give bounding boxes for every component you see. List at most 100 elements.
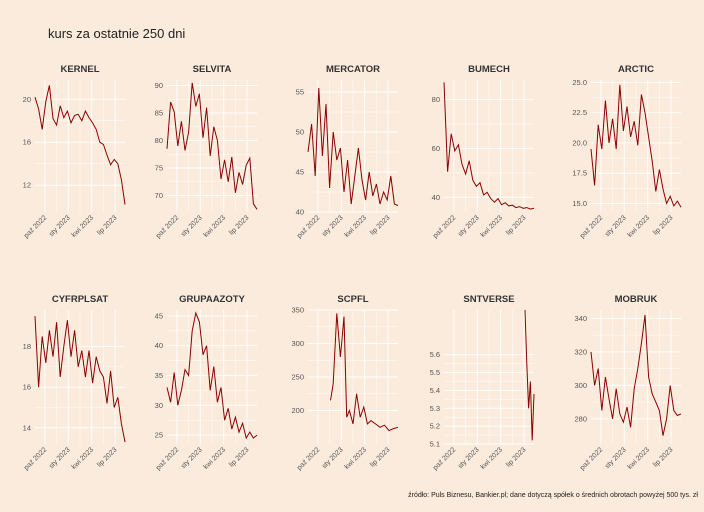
y-tick-label: 17.5 [572, 169, 587, 178]
panel-title: BUMECH [468, 64, 510, 75]
panel-title: MERCATOR [326, 64, 380, 75]
x-tick-label: sty 2023 [180, 214, 204, 238]
x-tick-label: lip 2023 [505, 214, 527, 236]
x-tick-label: paź 2022 [23, 446, 48, 471]
x-tick-label: kwi 2023 [627, 214, 652, 239]
x-tick-label: sty 2023 [48, 446, 72, 470]
x-tick-label: sty 2023 [321, 214, 345, 238]
y-tick-label: 250 [291, 373, 304, 382]
y-tick-label: 15.0 [572, 199, 587, 208]
x-tick-label: kwi 2023 [480, 214, 505, 239]
y-tick-label: 350 [291, 306, 304, 315]
y-tick-label: 16 [23, 383, 31, 392]
y-tick-label: 14 [23, 423, 31, 432]
series-line [34, 316, 126, 443]
panel-title: GRUPAAZOTY [179, 294, 245, 305]
y-tick-label: 45 [296, 168, 304, 177]
y-tick-label: 320 [574, 347, 587, 356]
series-line [524, 309, 535, 441]
x-tick-label: paź 2022 [432, 214, 457, 239]
panel-title: SCPFL [337, 294, 368, 305]
y-tick-label: 5.1 [430, 440, 440, 449]
series-line [307, 87, 399, 207]
y-tick-label: 5.5 [430, 368, 440, 377]
y-tick-label: 5.4 [430, 386, 440, 395]
y-tick-label: 80 [155, 136, 163, 145]
y-tick-label: 5.2 [430, 422, 440, 431]
series-line [330, 313, 399, 432]
source-caption: źródło: Puls Biznesu, Bankier.pl; dane d… [408, 492, 698, 499]
y-tick-label: 340 [574, 314, 587, 323]
y-tick-label: 60 [432, 144, 440, 153]
y-tick-label: 25.0 [572, 78, 587, 87]
panel-title: KERNEL [60, 64, 99, 75]
x-tick-label: sty 2023 [180, 446, 204, 470]
x-tick-label: kwi 2023 [344, 214, 369, 239]
y-tick-label: 45 [155, 311, 163, 320]
x-tick-label: lip 2023 [96, 446, 118, 468]
y-tick-label: 5.3 [430, 404, 440, 413]
y-tick-label: 40 [432, 193, 440, 202]
series-line [590, 314, 682, 436]
x-tick-label: lip 2023 [96, 214, 118, 236]
x-tick-label: kwi 2023 [203, 446, 228, 471]
x-tick-label: kwi 2023 [71, 214, 96, 239]
x-tick-label: paź 2022 [155, 214, 180, 239]
y-tick-label: 200 [291, 406, 304, 415]
y-tick-label: 75 [155, 164, 163, 173]
x-tick-label: lip 2023 [369, 446, 391, 468]
x-tick-label: kwi 2023 [344, 446, 369, 471]
y-tick-label: 18 [23, 342, 31, 351]
x-tick-label: paź 2022 [155, 446, 180, 471]
x-tick-label: kwi 2023 [203, 214, 228, 239]
y-tick-label: 40 [296, 208, 304, 217]
x-tick-label: kwi 2023 [71, 446, 96, 471]
x-tick-label: sty 2023 [604, 214, 628, 238]
panel-title: CYFRPLSAT [52, 294, 108, 305]
panel-title: SELVITA [193, 64, 232, 75]
x-tick-label: paź 2022 [296, 214, 321, 239]
panel-title: MOBRUK [615, 294, 658, 305]
panel-arctic: 15.0 17.5 20.0 22.5 25.0 paź 2022 sty 2023kwi … [572, 64, 682, 240]
x-tick-label: lip 2023 [652, 214, 674, 236]
y-tick-label: 90 [155, 81, 163, 90]
x-tick-label: lip 2023 [505, 446, 527, 468]
y-tick-label: 20.0 [572, 138, 587, 147]
x-tick-label: sty 2023 [457, 446, 481, 470]
x-tick-label: lip 2023 [369, 214, 391, 236]
x-tick-label: kwi 2023 [627, 446, 652, 471]
y-tick-label: 22.5 [572, 108, 587, 117]
y-tick-label: 12 [23, 181, 31, 190]
series-line [166, 82, 258, 210]
series-line [590, 84, 682, 208]
y-tick-label: 5.6 [430, 350, 440, 359]
x-tick-label: paź 2022 [579, 446, 604, 471]
x-tick-label: paź 2022 [579, 214, 604, 239]
y-tick-label: 300 [291, 339, 304, 348]
y-tick-label: 50 [296, 128, 304, 137]
y-tick-label: 85 [155, 109, 163, 118]
x-tick-label: lip 2023 [228, 446, 250, 468]
y-tick-label: 30 [155, 401, 163, 410]
x-tick-label: lip 2023 [228, 214, 250, 236]
y-tick-label: 55 [296, 88, 304, 97]
x-tick-label: lip 2023 [652, 446, 674, 468]
x-tick-label: sty 2023 [604, 446, 628, 470]
x-tick-label: paź 2022 [432, 446, 457, 471]
series-line [34, 85, 126, 205]
y-tick-label: 20 [23, 95, 31, 104]
x-tick-label: sty 2023 [48, 214, 72, 238]
series-line [166, 311, 258, 440]
panel-title: ARCTIC [618, 64, 654, 75]
x-tick-label: paź 2022 [296, 446, 321, 471]
x-tick-label: kwi 2023 [480, 446, 505, 471]
y-tick-label: 300 [574, 381, 587, 390]
y-tick-label: 35 [155, 371, 163, 380]
